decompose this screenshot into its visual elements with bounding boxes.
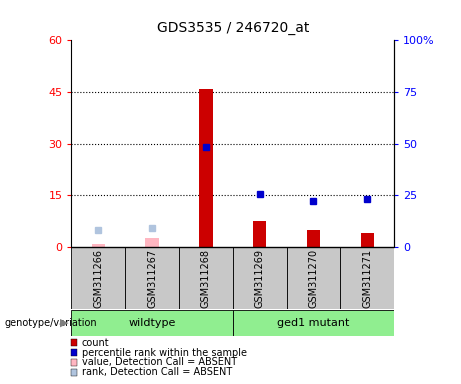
Bar (199, 89, 213, 247)
Bar (71, 310, 233, 336)
Bar (233, 310, 394, 336)
Text: GSM311271: GSM311271 (362, 248, 372, 308)
Text: ged1 mutant: ged1 mutant (278, 318, 349, 328)
Text: GSM311268: GSM311268 (201, 248, 211, 308)
Title: GDS3535 / 246720_at: GDS3535 / 246720_at (157, 21, 309, 35)
Text: value, Detection Call = ABSENT: value, Detection Call = ABSENT (82, 358, 237, 367)
Text: ▶: ▶ (60, 318, 68, 328)
Bar (340, 247, 394, 309)
Bar (233, 247, 287, 309)
Bar (92, 244, 105, 247)
Bar (287, 247, 340, 309)
Text: wildtype: wildtype (129, 318, 176, 328)
Bar (179, 247, 233, 309)
Text: GSM311267: GSM311267 (147, 248, 157, 308)
Text: percentile rank within the sample: percentile rank within the sample (82, 348, 247, 358)
Text: count: count (82, 338, 110, 348)
Bar (145, 238, 159, 247)
Bar (361, 233, 374, 247)
Bar (125, 247, 179, 309)
Bar (253, 221, 266, 247)
Bar (71, 247, 125, 309)
Text: GSM311266: GSM311266 (93, 248, 103, 308)
Text: rank, Detection Call = ABSENT: rank, Detection Call = ABSENT (82, 367, 232, 377)
Text: genotype/variation: genotype/variation (5, 318, 97, 328)
Bar (307, 230, 320, 247)
Text: GSM311269: GSM311269 (254, 248, 265, 308)
Text: GSM311270: GSM311270 (308, 248, 319, 308)
